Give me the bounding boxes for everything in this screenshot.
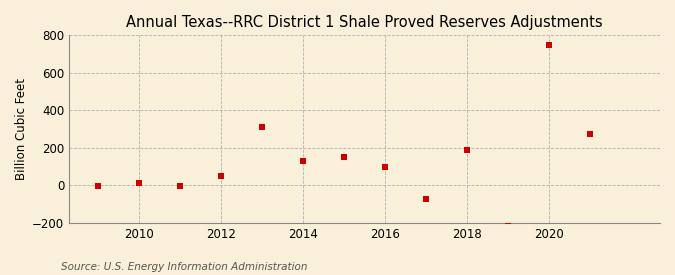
- Point: [134, 180, 144, 185]
- Point: [215, 174, 226, 178]
- Point: [585, 132, 595, 136]
- Point: [256, 125, 267, 130]
- Point: [462, 148, 472, 152]
- Point: [92, 183, 103, 188]
- Text: Source: U.S. Energy Information Administration: Source: U.S. Energy Information Administ…: [61, 262, 307, 272]
- Point: [339, 155, 350, 160]
- Point: [298, 159, 308, 163]
- Title: Annual Texas--RRC District 1 Shale Proved Reserves Adjustments: Annual Texas--RRC District 1 Shale Prove…: [126, 15, 603, 30]
- Point: [544, 43, 555, 47]
- Point: [421, 196, 431, 201]
- Point: [503, 224, 514, 228]
- Y-axis label: Billion Cubic Feet: Billion Cubic Feet: [15, 78, 28, 180]
- Point: [380, 164, 391, 169]
- Point: [175, 184, 186, 189]
